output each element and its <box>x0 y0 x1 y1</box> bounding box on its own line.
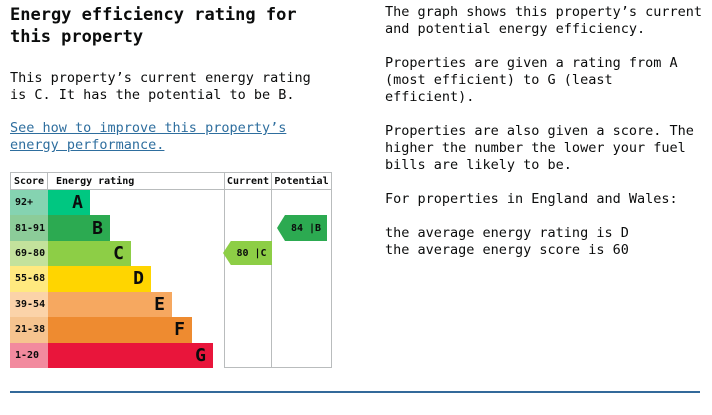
current-rating-marker: 80 |C <box>223 241 272 265</box>
band-bar-a: A <box>48 190 90 216</box>
potential-rating-marker: 84 |B <box>277 215 327 241</box>
page-title: Energy efficiency rating for this proper… <box>10 5 297 47</box>
improve-performance-link[interactable]: See how to improve this property’s energ… <box>10 120 287 153</box>
score-range-d: 55-68 <box>10 266 48 292</box>
band-row-g: 1-20 G <box>10 342 332 368</box>
rating-scale-description: Properties are given a rating from A (mo… <box>385 55 678 105</box>
table-bottom-border <box>224 367 332 368</box>
explanation-column: The graph shows this property’s current … <box>385 4 712 276</box>
epc-chart-header: Score Energy rating Current Potential <box>10 172 332 190</box>
band-bar-d: D <box>48 266 151 292</box>
score-range-c: 69-80 <box>10 240 48 267</box>
graph-description: The graph shows this property’s current … <box>385 4 702 37</box>
score-range-e: 39-54 <box>10 291 48 318</box>
epc-chart-body: 92+ A 81-91 B 69-80 C 55-68 D 39-54 E 21… <box>10 190 332 368</box>
band-row-b: 81-91 B <box>10 215 332 241</box>
band-bar-f: F <box>48 317 192 343</box>
column-header-score: Score <box>10 172 48 190</box>
column-header-current: Current <box>224 172 272 190</box>
table-right-border <box>331 190 332 368</box>
epc-chart: Score Energy rating Current Potential 92… <box>10 172 332 368</box>
band-bar-e: E <box>48 291 172 318</box>
rating-summary: This property’s current energy rating is… <box>10 70 311 103</box>
score-range-b: 81-91 <box>10 215 48 241</box>
band-row-c: 69-80 C <box>10 240 332 267</box>
band-bar-g: G <box>48 342 213 368</box>
band-bar-c: C <box>48 240 131 267</box>
band-bar-b: B <box>48 215 110 241</box>
current-column-left-border <box>224 190 225 368</box>
band-row-f: 21-38 F <box>10 317 332 343</box>
column-header-energy-rating: Energy rating <box>47 172 225 190</box>
band-row-a: 92+ A <box>10 190 332 216</box>
column-header-potential: Potential <box>271 172 332 190</box>
band-row-e: 39-54 E <box>10 291 332 318</box>
region-note: For properties in England and Wales: <box>385 191 678 207</box>
score-range-f: 21-38 <box>10 317 48 343</box>
section-divider <box>10 391 700 393</box>
score-range-a: 92+ <box>10 190 48 216</box>
score-description: Properties are also given a score. The h… <box>385 123 694 173</box>
score-range-g: 1-20 <box>10 342 48 368</box>
averages-note: the average energy rating is D the avera… <box>385 225 629 258</box>
band-row-d: 55-68 D <box>10 266 332 292</box>
potential-column-left-border <box>271 190 272 368</box>
